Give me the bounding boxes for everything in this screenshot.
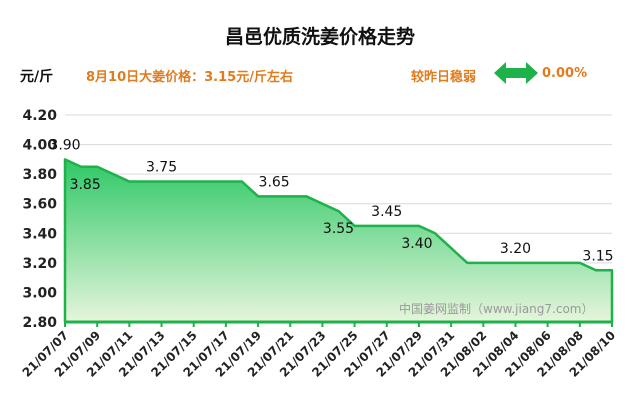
data-label: 3.20 xyxy=(500,241,531,257)
y-tick-label: 4.00 xyxy=(22,138,57,154)
data-label: 3.65 xyxy=(259,174,290,190)
data-label: 3.90 xyxy=(49,137,80,153)
compare-percent: 0.00% xyxy=(542,66,588,81)
data-label: 3.75 xyxy=(146,160,177,176)
watermark: 中国姜网监制（www.jiang7.com） xyxy=(399,302,594,316)
compare-text: 较昨日稳弱 xyxy=(411,70,477,85)
y-axis-unit: 元/斤 xyxy=(20,69,54,85)
data-label: 3.55 xyxy=(323,221,354,237)
data-label: 3.40 xyxy=(401,236,432,252)
y-tick-label: 4.20 xyxy=(22,108,57,124)
y-tick-label: 3.40 xyxy=(22,226,57,242)
y-tick-label: 3.00 xyxy=(22,285,57,301)
price-area xyxy=(65,159,612,322)
data-label: 3.85 xyxy=(70,177,101,193)
y-tick-label: 3.60 xyxy=(22,197,57,213)
y-tick-label: 3.80 xyxy=(22,167,57,183)
data-label: 3.15 xyxy=(582,248,613,264)
price-line xyxy=(63,158,614,322)
data-label: 3.45 xyxy=(371,204,402,220)
y-tick-label: 3.20 xyxy=(22,256,57,272)
double-arrow-icon xyxy=(494,62,538,84)
y-tick-label: 2.80 xyxy=(22,315,57,331)
double-arrow-shape xyxy=(494,62,538,84)
price-note: 8月10日大姜价格：3.15元/斤左右 xyxy=(86,70,293,85)
chart-title: 昌邑优质洗姜价格走势 xyxy=(224,26,415,48)
